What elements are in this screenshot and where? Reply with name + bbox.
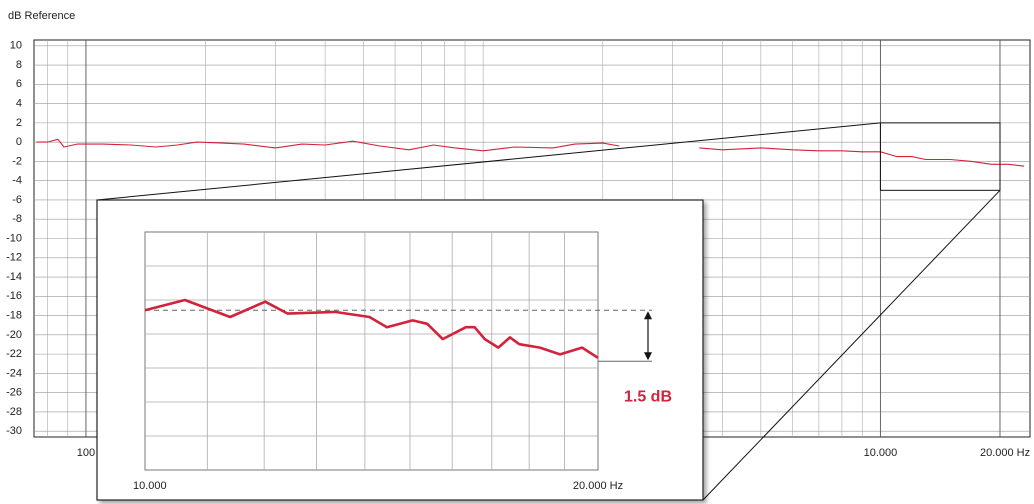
arrow-head (644, 352, 652, 361)
y-tick-label: -4 (12, 175, 22, 187)
y-tick-label: -24 (6, 367, 22, 379)
annotation: 1.5 dB (624, 388, 672, 405)
y-tick-label: 10 (10, 40, 22, 52)
x-tick-label: 100 (77, 447, 95, 459)
x-tick-label: 10.000 (133, 480, 167, 492)
zoom-link (96, 122, 881, 201)
inset-frame (144, 231, 599, 471)
y-tick-label: -12 (6, 252, 22, 264)
zoom-box (879, 122, 1001, 191)
y-tick-label: -2 (12, 155, 22, 167)
data-line (36, 138, 1025, 167)
inset-plot: 10.000 20.000 Hz 1.5 dB (133, 231, 672, 492)
y-tick-label: 0 (16, 136, 22, 148)
inset-panel (96, 199, 704, 501)
y-tick-label: -8 (12, 213, 22, 225)
y-tick-label: 4 (16, 98, 22, 110)
x-tick-label: 20.000 Hz (573, 480, 623, 492)
y-tick-label: -26 (6, 387, 22, 399)
y-tick-label: -14 (6, 271, 22, 283)
zoom-link (702, 189, 1001, 501)
y-tick-label: 8 (16, 59, 22, 71)
y-tick-label: -22 (6, 348, 22, 360)
y-tick-label: -6 (12, 194, 22, 206)
y-tick-label: -30 (6, 425, 22, 437)
y-tick-label: 2 (16, 117, 22, 129)
y-tick-label: 6 (16, 78, 22, 90)
y-tick-label: -16 (6, 290, 22, 302)
chart-title: dB Reference (8, 10, 75, 22)
y-tick-label: -18 (6, 309, 22, 321)
zoom-links (96, 122, 1001, 501)
arrow-head (644, 311, 652, 320)
y-tick-label: -10 (6, 232, 22, 244)
y-tick-label: -28 (6, 406, 22, 418)
x-tick-label: 10.000 (864, 447, 898, 459)
y-tick-label: -20 (6, 329, 22, 341)
x-tick-label: 20.000 Hz (980, 447, 1030, 459)
data-line (144, 298, 599, 359)
